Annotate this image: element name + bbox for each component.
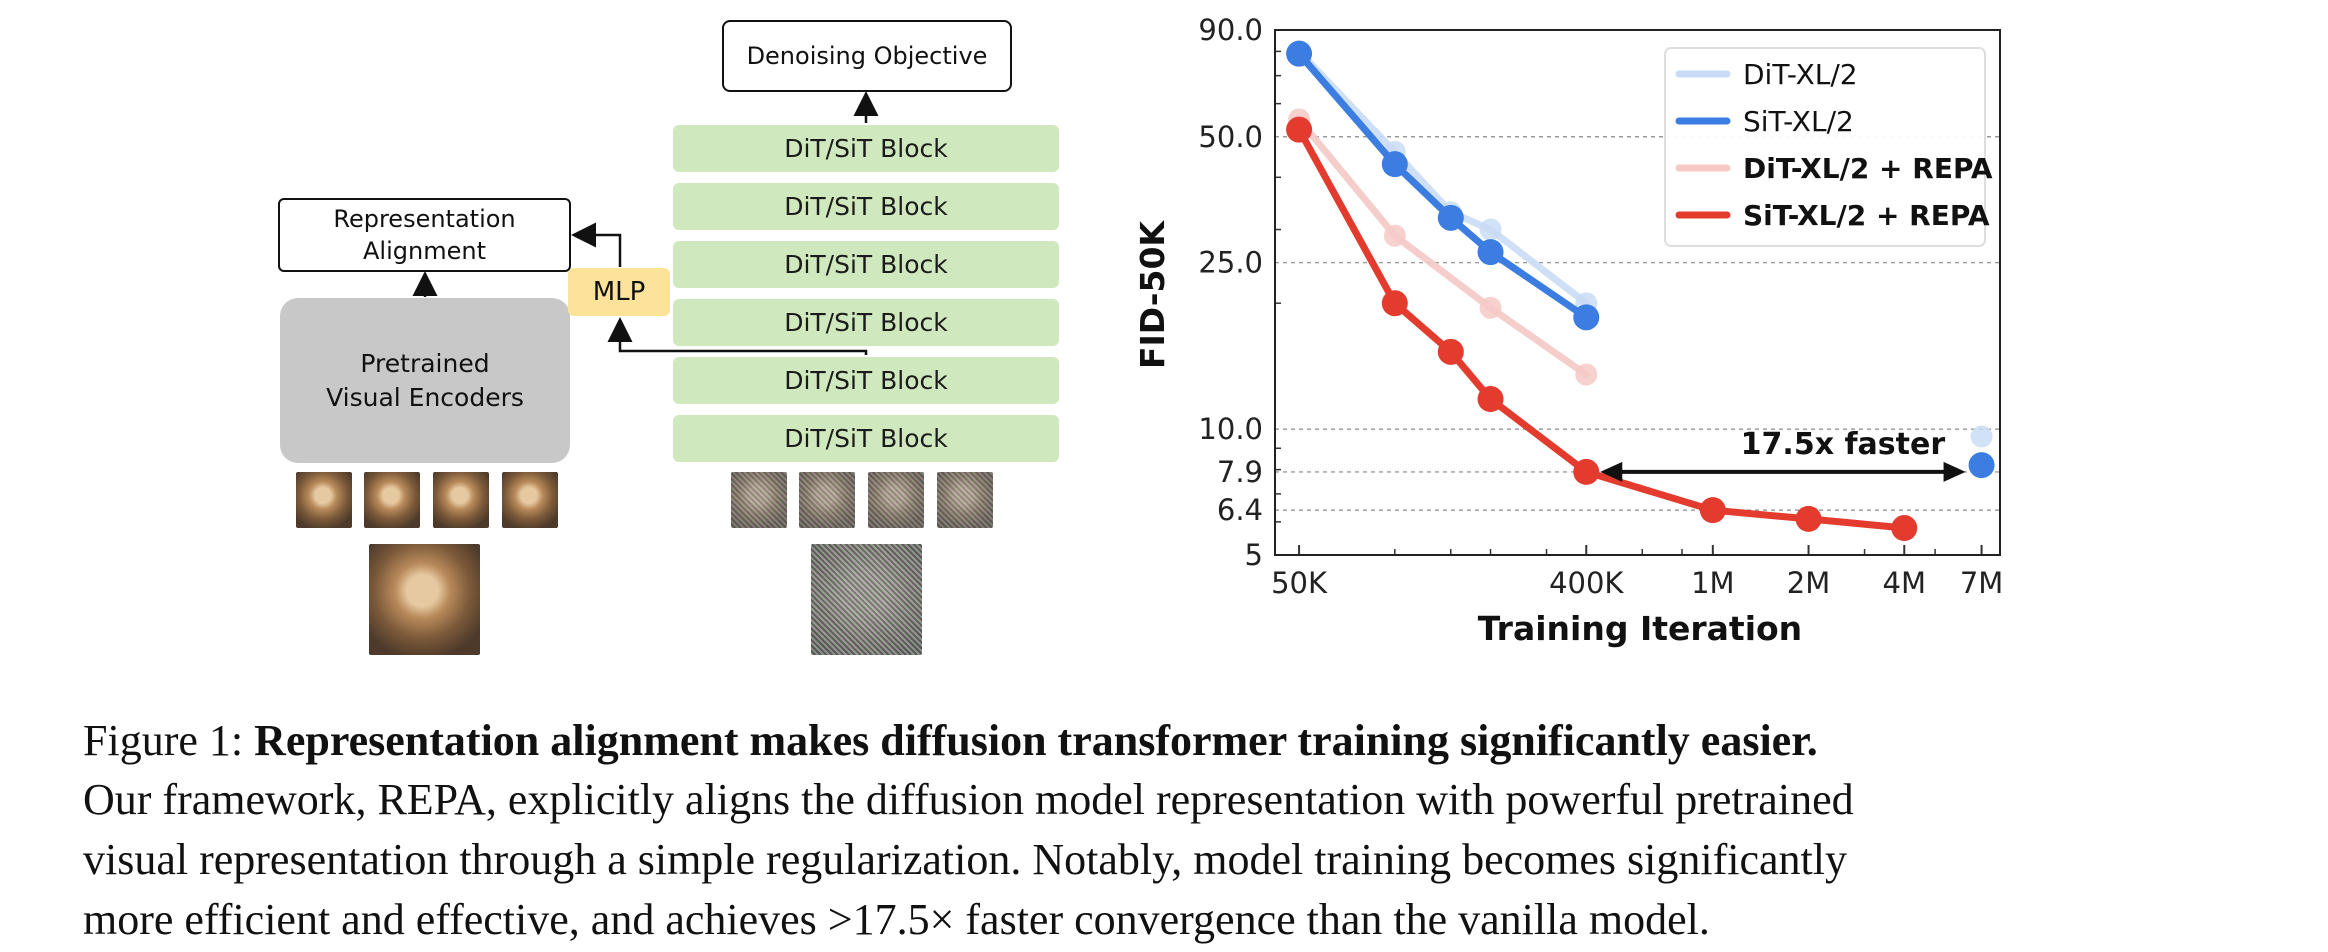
plot-frame	[1274, 29, 2001, 556]
dit-sit-block: DiT/SiT Block	[673, 415, 1059, 462]
arrow-head-right	[1943, 461, 1966, 482]
y-tick-label: 10.0	[1198, 412, 1263, 446]
y-tick-label: 7.9	[1217, 455, 1263, 489]
figure-caption: Figure 1: Representation alignment makes…	[83, 712, 2263, 950]
legend-label: DiT-XL/2 + REPA	[1743, 152, 1993, 185]
data-point	[1891, 515, 1918, 542]
series-line-2	[1295, 116, 1590, 379]
legend-label: DiT-XL/2	[1743, 58, 1858, 91]
y-tick-label: 50.0	[1198, 120, 1263, 154]
x-tick-label: 7M	[1960, 566, 2003, 600]
clean-image-patch	[433, 472, 489, 528]
y-tick-label: 5	[1245, 538, 1263, 572]
data-point	[1968, 452, 1995, 479]
clean-image-patch	[364, 472, 420, 528]
data-point	[1381, 151, 1408, 178]
y-tick-label: 25.0	[1198, 246, 1263, 280]
y-tick-label: 90.0	[1198, 13, 1263, 47]
noisy-image-patch	[731, 472, 787, 528]
y-tick-label: 6.4	[1217, 493, 1263, 527]
noisy-cat-image	[811, 544, 922, 655]
arrow-mlp-to-alignment	[571, 222, 622, 267]
chart-series	[1286, 40, 1995, 542]
arrow-head-left	[1600, 461, 1623, 482]
representation-alignment-box: Representation Alignment	[278, 198, 571, 272]
data-point	[1477, 239, 1504, 266]
data-point	[1381, 290, 1408, 317]
chart-annotation: 17.5x faster	[1600, 427, 1966, 482]
pretrained-visual-encoders-box: Pretrained Visual Encoders	[280, 298, 570, 463]
data-point	[1699, 497, 1726, 524]
noisy-image-patch	[868, 472, 924, 528]
dit-sit-block: DiT/SiT Block	[673, 125, 1059, 172]
caption-line-1: Figure 1: Representation alignment makes…	[83, 712, 2263, 770]
x-tick-label: 400K	[1549, 566, 1624, 600]
dit-sit-block: DiT/SiT Block	[673, 299, 1059, 346]
data-point	[1479, 218, 1502, 241]
legend-label: SiT-XL/2	[1743, 105, 1854, 138]
data-point	[1479, 296, 1502, 319]
data-point	[1970, 425, 1993, 448]
x-tick-label: 2M	[1787, 566, 1830, 600]
data-point	[1795, 505, 1822, 532]
diagram-arrows	[412, 91, 879, 355]
data-point	[1437, 204, 1464, 231]
data-point	[1573, 304, 1600, 331]
chart-legend: DiT-XL/2 SiT-XL/2 DiT-XL/2 + REPA SiT-XL/2 …	[1664, 47, 1993, 247]
legend-label: SiT-XL/2 + REPA	[1743, 199, 1990, 232]
data-point	[1286, 40, 1313, 67]
data-point	[1383, 224, 1406, 247]
x-tick-label: 50K	[1271, 566, 1328, 600]
noisy-image-patch	[937, 472, 993, 528]
data-point	[1437, 338, 1464, 365]
caption-line-3: visual representation through a simple r…	[83, 835, 1847, 884]
y-axis-label: FID-50K	[1133, 220, 1172, 369]
legend-box	[1664, 47, 1986, 247]
dit-sit-block: DiT/SiT Block	[673, 183, 1059, 230]
caption-title: Representation alignment makes diffusion…	[254, 716, 1818, 765]
data-point	[1477, 386, 1504, 413]
mlp-box: MLP	[568, 268, 670, 316]
denoising-objective-box: Denoising Objective	[722, 20, 1012, 92]
clean-cat-image	[369, 544, 480, 655]
noisy-image-patch	[799, 472, 855, 528]
caption-label: Figure 1:	[83, 716, 244, 765]
data-point	[1286, 116, 1313, 143]
data-point	[1573, 458, 1600, 485]
arrow-block-to-mlp	[607, 317, 868, 355]
x-tick-label: 1M	[1691, 566, 1734, 600]
x-axis-label: Training Iteration	[1478, 609, 1802, 648]
dit-sit-block: DiT/SiT Block	[673, 241, 1059, 288]
dit-sit-block: DiT/SiT Block	[673, 357, 1059, 404]
clean-image-patch	[296, 472, 352, 528]
caption-line-2: Our framework, REPA, explicitly aligns t…	[83, 775, 1854, 824]
speedup-label: 17.5x faster	[1741, 427, 1946, 462]
data-point	[1575, 363, 1598, 386]
caption-line-4: more efficient and effective, and achiev…	[83, 895, 1710, 944]
clean-image-patch	[502, 472, 558, 528]
x-tick-label: 4M	[1883, 566, 1926, 600]
